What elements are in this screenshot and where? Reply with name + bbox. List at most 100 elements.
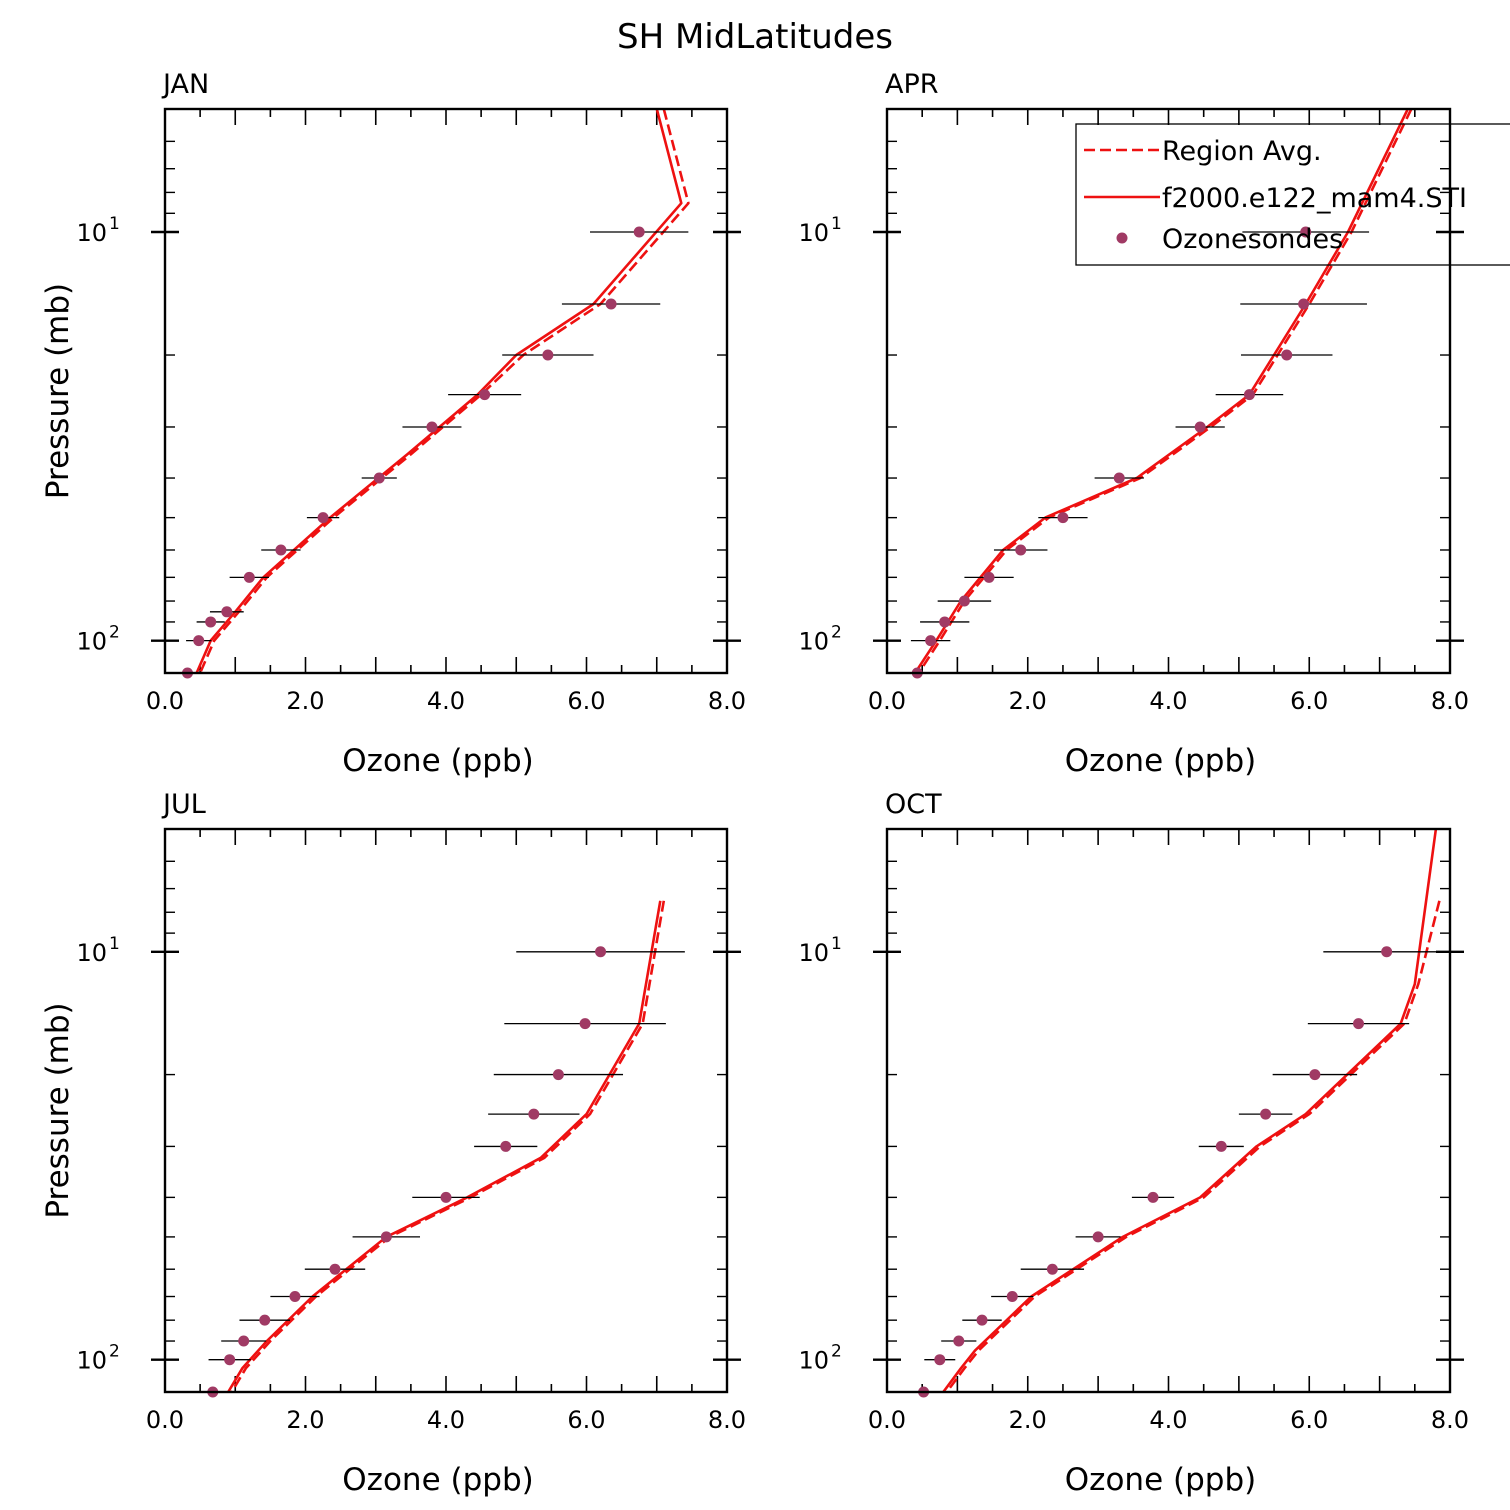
y-tick-exponent: 1 [109,934,120,954]
x-tick-label: 4.0 [1149,1406,1187,1434]
ozonesonde-point [275,544,287,556]
y-axis-label: Pressure (mb) [40,283,76,499]
y-tick-exponent: 2 [109,1342,120,1362]
ozonesonde-point [259,1314,271,1326]
ozonesonde-point [426,421,438,433]
ozonesonde-point [1260,1108,1272,1120]
ozonesonde-point [953,1335,965,1347]
ozonesonde-point [238,1335,250,1347]
y-tick-label: 10 [76,1347,107,1375]
x-tick-label: 8.0 [708,687,746,715]
ozonesonde-point [373,472,385,484]
plot-frame [163,827,729,1394]
ozonesonde-point [1281,349,1293,361]
ozonesonde-point [934,1354,946,1366]
region-avg-line [945,900,1441,1392]
panel-title: JUL [161,789,206,820]
y-tick-exponent: 1 [831,934,842,954]
x-tick-label: 6.0 [1290,1406,1328,1434]
ozonesonde-point [595,946,607,958]
ozonesonde-point [205,616,217,628]
panel-title: OCT [885,789,942,820]
x-tick-label: 4.0 [427,1406,465,1434]
legend-label: f2000.e122_mam4.STI [1162,183,1467,214]
ozonesonde-point [317,512,329,524]
legend-marker [1116,232,1128,244]
plot-frame [163,107,729,675]
legend: Region Avg. f2000.e122_mam4.STI Ozonesonde… [1075,123,1510,266]
panel-title: JAN [161,69,209,100]
x-tick-label: 0.0 [868,1406,906,1434]
ozonesonde-point [1147,1191,1159,1203]
ozonesonde-point [1215,1140,1227,1152]
ozonesonde-point [1381,946,1393,958]
ozonesonde-point [1006,1291,1018,1303]
ozonesonde-point [243,571,255,583]
y-tick-exponent: 1 [831,214,842,234]
ozonesonde-point [1057,512,1069,524]
plot-frame [885,827,1452,1394]
x-tick-label: 0.0 [146,1406,184,1434]
ozonesonde-point [1092,1231,1104,1243]
ozonesonde-point [528,1108,540,1120]
x-axis-label: Ozone (ppb) [1065,743,1256,779]
ozonesonde-point [1243,389,1255,401]
y-tick-label: 10 [76,628,107,656]
region-avg-line [198,109,690,673]
y-tick-label: 10 [76,939,107,967]
ozonesonde-point [1298,298,1310,310]
ozonesonde-point [1300,226,1312,238]
ozonesonde-point [193,635,205,647]
x-tick-label: 4.0 [1149,687,1187,715]
ozonesonde-point [976,1314,988,1326]
y-tick-label: 10 [798,1347,829,1375]
plot-frame [885,107,1452,675]
figure-title: SH MidLatitudes [617,17,893,57]
legend-label: Ozonesondes [1162,224,1343,255]
ozonesonde-point [500,1140,512,1152]
y-tick-label: 10 [798,628,829,656]
ozonesonde-point [605,298,617,310]
x-tick-label: 8.0 [1431,1406,1469,1434]
ozonesonde-point [552,1069,564,1081]
x-tick-label: 2.0 [1009,687,1047,715]
ozonesonde-point [1353,1018,1365,1030]
x-axis-label: Ozone (ppb) [342,1462,533,1498]
ozonesonde-point [579,1018,591,1030]
y-axis-label: Pressure (mb) [40,1002,76,1218]
legend-label: Region Avg. [1162,136,1322,167]
y-tick-label: 10 [76,219,107,247]
y-tick-exponent: 2 [831,1342,842,1362]
x-tick-label: 2.0 [286,1406,324,1434]
panel-title: APR [885,69,939,100]
x-tick-label: 0.0 [868,687,906,715]
region-avg-line [230,900,666,1392]
x-axis-label: Ozone (ppb) [1065,1462,1256,1498]
ozonesonde-point [542,349,554,361]
ozonesonde-point [479,389,491,401]
ozonesonde-point [983,571,995,583]
x-tick-label: 4.0 [427,687,465,715]
ozonesonde-point [1113,472,1125,484]
model-line [195,109,683,673]
y-tick-exponent: 1 [109,214,120,234]
x-axis-label: Ozone (ppb) [342,743,533,779]
ozonesonde-point [440,1191,452,1203]
ozonesonde-point [221,606,233,618]
y-tick-exponent: 2 [109,623,120,643]
plot-area [942,829,1441,1392]
ozonesonde-point [380,1231,392,1243]
y-tick-exponent: 2 [831,623,842,643]
x-tick-label: 8.0 [1431,687,1469,715]
ozonesonde-point [1194,421,1206,433]
legend-box [1075,123,1510,266]
y-tick-label: 10 [798,219,829,247]
ozonesonde-point [939,616,951,628]
x-tick-label: 2.0 [286,687,324,715]
x-tick-label: 2.0 [1009,1406,1047,1434]
ozonesonde-point [925,635,937,647]
